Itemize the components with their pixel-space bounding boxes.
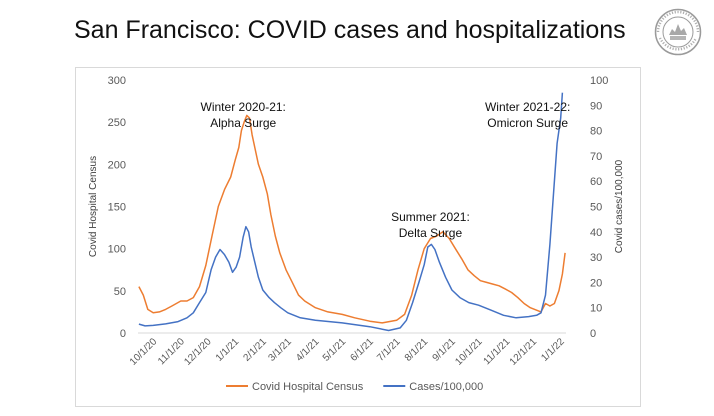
x-tick-label: 12/1/20 xyxy=(182,336,214,368)
x-tick-label: 10/1/20 xyxy=(128,336,160,368)
y-right-tick-label: 20 xyxy=(590,277,602,289)
y-right-tick-label: 100 xyxy=(590,75,608,87)
surge-annotation: Alpha Surge xyxy=(210,116,276,130)
x-tick-label: 8/1/21 xyxy=(403,336,431,364)
y-right-tick-label: 10 xyxy=(590,303,602,315)
x-tick-label: 1/1/22 xyxy=(539,336,567,364)
y-right-tick-label: 0 xyxy=(590,328,596,340)
y-right-tick-label: 70 xyxy=(590,151,602,163)
city-seal-logo xyxy=(654,8,702,56)
x-tick-label: 5/1/21 xyxy=(321,336,349,364)
y-right-tick-label: 90 xyxy=(590,100,602,112)
covid-line-chart: 0 50 100 150 200 250 300 0 10 20 30 40 50 60 70 80 90 100… xyxy=(88,75,625,393)
x-tick-label: 3/1/21 xyxy=(266,336,294,364)
y-left-tick-label: 0 xyxy=(120,328,126,340)
x-tick-label: 11/1/20 xyxy=(156,336,187,367)
y-left-tick-label: 150 xyxy=(108,202,126,214)
x-tick-label: 7/1/21 xyxy=(375,336,403,364)
y-right-tick-label: 30 xyxy=(590,252,602,264)
series-line-cases-per-100k xyxy=(138,92,564,332)
y-left-tick-label: 50 xyxy=(114,286,126,298)
surge-annotation: Omicron Surge xyxy=(487,116,568,130)
x-tick-label: 12/1/21 xyxy=(508,336,540,368)
x-tick-label: 10/1/21 xyxy=(453,336,485,368)
y-right-tick-label: 50 xyxy=(590,202,602,214)
y-right-tick-label: 80 xyxy=(590,126,602,138)
surge-annotation: Winter 2021-22: xyxy=(485,100,570,114)
y-right-tick-label: 40 xyxy=(590,227,602,239)
chart-area: 0 50 100 150 200 250 300 0 10 20 30 40 50 60 70 80 90 100… xyxy=(75,67,641,407)
y-right-axis-title: Covid cases/100,000 xyxy=(614,159,625,253)
x-tick-label: 2/1/21 xyxy=(242,336,270,364)
legend-label: Covid Hospital Census xyxy=(252,381,364,393)
surge-annotation: Summer 2021: xyxy=(391,210,470,224)
x-tick-label: 11/1/21 xyxy=(482,336,513,367)
y-left-tick-label: 200 xyxy=(108,159,126,171)
legend-label: Cases/100,000 xyxy=(409,381,483,393)
slide-title: San Francisco: COVID cases and hospitali… xyxy=(74,16,626,44)
surge-annotation: Delta Surge xyxy=(399,226,463,240)
surge-annotation: Winter 2020-21: xyxy=(201,100,286,114)
y-left-tick-label: 100 xyxy=(108,244,126,256)
y-left-tick-label: 300 xyxy=(108,75,126,87)
x-tick-label: 4/1/21 xyxy=(294,336,322,364)
y-left-tick-label: 250 xyxy=(108,117,126,129)
y-right-tick-label: 60 xyxy=(590,176,602,188)
series-line-hospital-census xyxy=(138,114,566,324)
x-tick-label: 1/1/21 xyxy=(214,336,242,364)
x-tick-label: 6/1/21 xyxy=(349,336,377,364)
y-left-axis-title: Covid Hospital Census xyxy=(88,156,99,257)
